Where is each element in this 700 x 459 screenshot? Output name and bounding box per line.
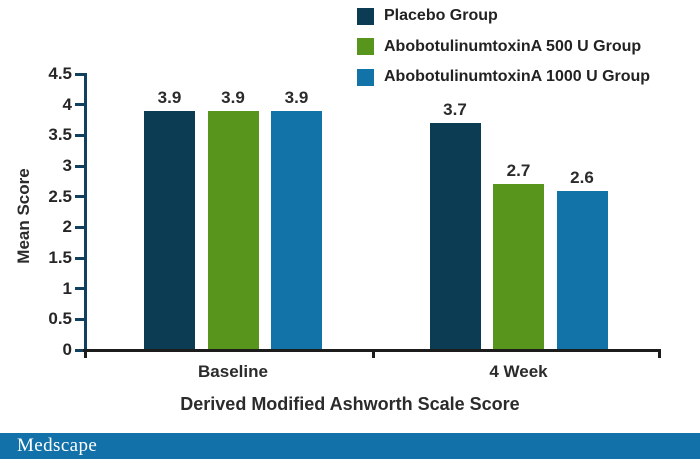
y-tick-label: 3 [62,156,72,175]
legend-item: AbobotulinumtoxinA 500 U Group [357,38,641,56]
bar [429,123,481,350]
bar [556,190,608,350]
x-tick-mark [372,349,375,358]
bar [144,110,195,350]
bar-value-label: 3.9 [157,87,182,107]
bar-value-label: 3.7 [443,100,467,120]
y-tick-mark [75,348,85,352]
legend-swatch [357,7,374,25]
y-tick-label: 4 [62,94,72,114]
y-tick-mark [75,287,85,291]
footer-brand-bar: Medscape [0,433,700,459]
y-tick-label: 4.5 [48,64,72,83]
y-tick-mark [75,256,85,260]
y-tick-label: 2 [62,217,72,237]
medscape-logo: Medscape [17,435,98,456]
y-tick-mark [75,103,85,107]
x-tick-mark [658,349,661,358]
legend-item: AbobotulinumtoxinA 1000 U Group [357,68,650,86]
y-tick-mark [75,195,85,199]
y-tick-mark [75,164,85,168]
y-tick-mark [75,225,85,229]
chart-legend: Placebo Group AbobotulinumtoxinA 500 U Gr… [357,7,697,97]
y-tick-label: 0 [62,340,72,359]
y-tick-mark [75,72,85,76]
y-axis-line [84,73,87,352]
x-tick-mark [83,349,87,358]
y-tick-mark [75,317,85,321]
legend-item: Placebo Group [357,7,498,25]
bar [207,110,259,350]
bar-value-label: 2.7 [506,161,531,181]
y-tick-label: 3.5 [48,125,72,145]
legend-item-label: AbobotulinumtoxinA 500 U Group [384,37,642,55]
legend-item-label: Placebo Group [384,7,498,24]
bar [271,110,322,350]
y-tick-label: 1.5 [48,248,72,267]
y-tick-label: 2.5 [48,186,72,206]
category-label: Baseline [198,362,268,381]
legend-item-label: AbobotulinumtoxinA 1000 U Group [384,68,651,85]
legend-swatch [357,38,374,55]
bar-value-label: 3.9 [284,87,309,107]
bar-value-label: 3.9 [221,87,245,107]
category-label: 4 Week [489,362,548,381]
bar-value-label: 2.6 [570,167,594,187]
y-tick-mark [75,133,85,137]
x-axis-title: Derived Modified Ashworth Scale Score [180,394,520,414]
y-tick-label: 0.5 [48,309,72,329]
bar [493,184,544,350]
y-tick-label: 1 [62,278,72,298]
legend-swatch [357,68,374,86]
